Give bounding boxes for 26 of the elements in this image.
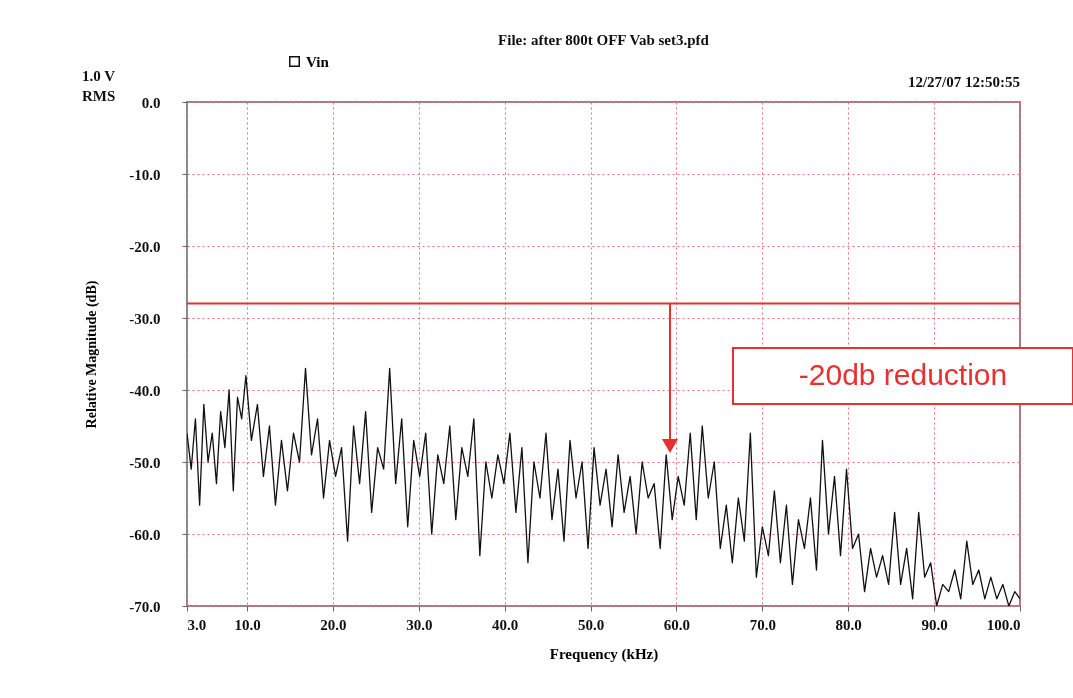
x-tick-label: 90.0: [921, 616, 948, 633]
y-axis-title: Relative Magnitude (dB): [84, 280, 101, 429]
x-axis-title: Frequency (kHz): [549, 645, 659, 663]
x-tick-label: 50.0: [577, 616, 605, 633]
y-tick-label: -70.0: [129, 598, 161, 615]
x-tick-label: 3.0: [187, 616, 207, 633]
y-tick-label: -30.0: [129, 310, 161, 327]
y-tick-label: -20.0: [129, 238, 161, 255]
chart-title: File: after 800t OFF Vab set3.pfd: [498, 32, 710, 48]
text: 12/27/07 12:50:55: [907, 74, 1020, 90]
text: 1.0 V RMS: [82, 68, 116, 104]
x-tick-label: 20.0: [320, 616, 347, 633]
x-tick-label: 30.0: [406, 616, 433, 633]
x-tick-label: 70.0: [749, 616, 776, 633]
y-tick-label: -60.0: [129, 526, 161, 543]
x-tick-label: 60.0: [663, 616, 691, 633]
x-tick-label: 80.0: [835, 616, 862, 633]
legend-label: Vin: [306, 53, 330, 70]
x-tick-label: 40.0: [492, 616, 519, 633]
x-tick-label: 10.0: [234, 616, 261, 633]
y-tick-label: 0.0: [141, 94, 161, 111]
annotation: -20db reduction: [798, 358, 1008, 391]
x-tick-label: 100.0: [986, 616, 1021, 633]
y-tick-label: -10.0: [129, 166, 161, 183]
y-tick-label: -50.0: [129, 454, 161, 471]
y-tick-label: -40.0: [129, 382, 161, 399]
